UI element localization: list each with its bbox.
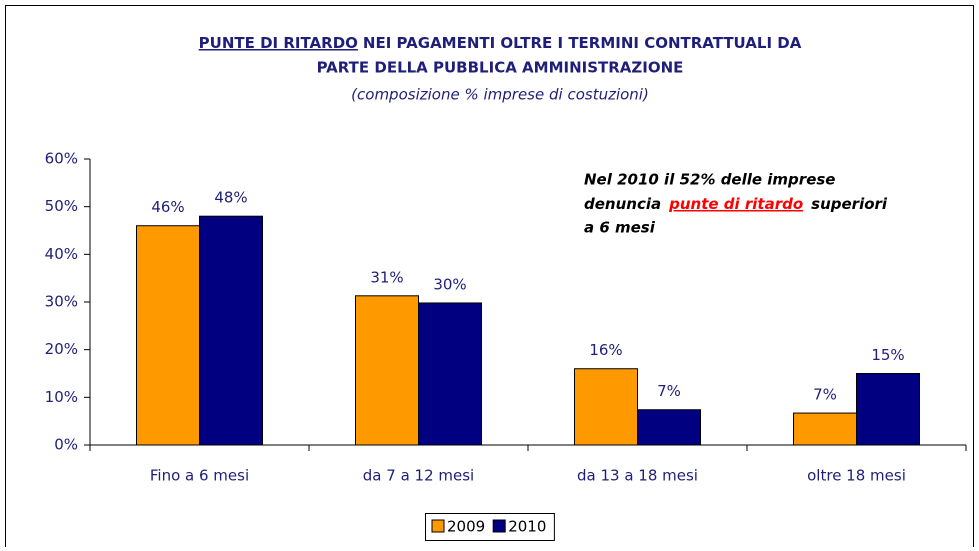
value-label: 46% — [151, 198, 184, 216]
chart-title-line1: PUNTE DI RITARDO NEI PAGAMENTI OLTRE I TE… — [199, 34, 802, 52]
annotation-word: denuncia — [584, 195, 661, 213]
bar — [418, 302, 482, 446]
bar — [793, 412, 857, 446]
y-tick-label: 20% — [45, 340, 78, 358]
y-tick-label: 10% — [45, 388, 78, 406]
bar — [574, 368, 638, 446]
value-label: 7% — [813, 386, 837, 404]
legend-label: 2009 — [447, 518, 485, 536]
annotation-line3: a 6 mesi — [584, 219, 656, 237]
value-label: 7% — [657, 382, 681, 400]
legend-label: 2010 — [508, 518, 546, 536]
y-tick-label: 30% — [45, 293, 78, 311]
title-highlight: PUNTE DI RITARDO — [199, 34, 358, 52]
legend-swatch — [431, 519, 445, 533]
annotation-line2: denuncia punte di ritardo superiori — [584, 195, 888, 213]
y-tick-label: 60% — [45, 150, 78, 168]
y-tick-label: 50% — [45, 197, 78, 215]
y-tick-label: 0% — [54, 436, 78, 454]
value-label: 30% — [433, 275, 466, 293]
x-tick-label: oltre 18 mesi — [807, 467, 906, 485]
legend: 2009 2010 — [425, 513, 555, 541]
value-label: 15% — [871, 346, 904, 364]
annotation-highlight: punte di ritardo — [668, 195, 803, 213]
x-tick-label: da 13 a 18 mesi — [577, 467, 698, 485]
value-label: 48% — [214, 189, 247, 207]
bar — [199, 215, 263, 446]
x-tick-label: da 7 a 12 mesi — [363, 467, 474, 485]
bar — [355, 295, 419, 446]
x-tick-label: Fino a 6 mesi — [150, 467, 249, 485]
title-rest: NEI PAGAMENTI OLTRE I TERMINI CONTRATTUA… — [363, 34, 802, 52]
bar — [856, 373, 920, 446]
y-tick-label: 40% — [45, 245, 78, 263]
annotation-line1: Nel 2010 il 52% delle imprese — [584, 171, 835, 189]
chart-title-line2: PARTE DELLA PUBBLICA AMMINISTRAZIONE — [317, 59, 684, 77]
chart-subtitle: (composizione % imprese di costuzioni) — [351, 86, 649, 104]
annotation-word: superiori — [811, 195, 888, 213]
bar — [637, 409, 701, 446]
value-label: 16% — [589, 341, 622, 359]
legend-swatch — [492, 519, 506, 533]
value-label: 31% — [370, 268, 403, 286]
bar — [136, 225, 200, 446]
legend-frame — [425, 513, 555, 541]
